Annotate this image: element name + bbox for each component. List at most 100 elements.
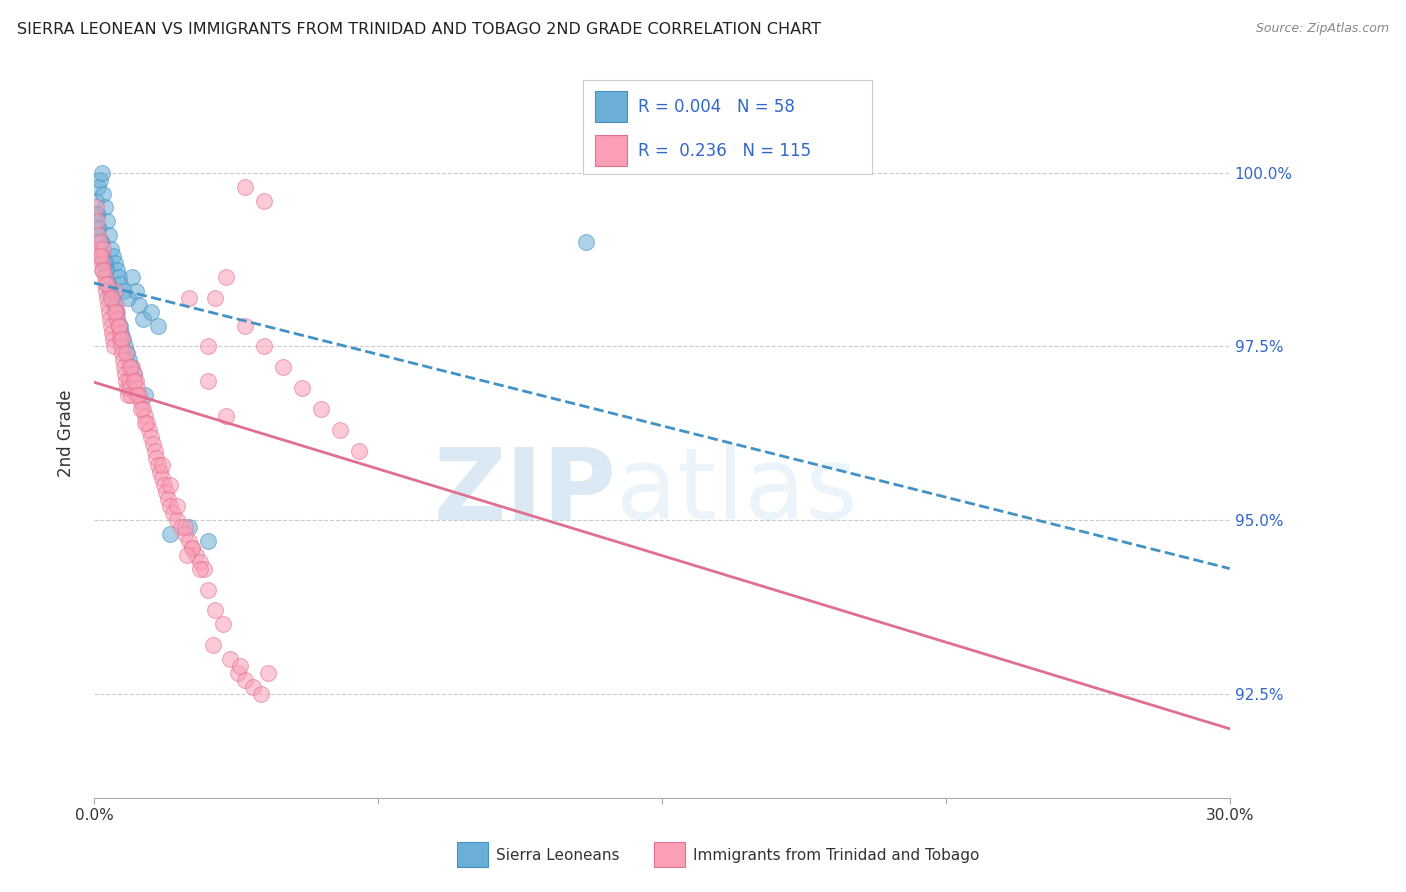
Point [94, 263, 117, 277]
Point [96, 291, 118, 305]
Point [96, 277, 118, 291]
Text: ZIP: ZIP [433, 443, 616, 541]
Point [105, 263, 128, 277]
FancyBboxPatch shape [595, 91, 627, 122]
Point [98, 311, 121, 326]
Point [98, 304, 121, 318]
Point [114, 339, 136, 353]
Point [149, 465, 172, 479]
Point [242, 680, 264, 694]
Point [84, 194, 107, 208]
Point [101, 333, 124, 347]
Point [309, 401, 332, 416]
Point [101, 291, 124, 305]
Point [110, 326, 132, 340]
Point [104, 304, 127, 318]
Point [127, 381, 149, 395]
Point [253, 339, 276, 353]
Point [228, 659, 250, 673]
Point [93, 256, 115, 270]
Point [173, 527, 195, 541]
Point [91, 249, 114, 263]
Point [204, 603, 226, 617]
Point [90, 249, 112, 263]
Point [181, 541, 204, 555]
Point [128, 388, 150, 402]
Point [839, 152, 862, 166]
Point [143, 443, 166, 458]
Point [111, 346, 134, 360]
Point [142, 436, 165, 450]
Point [89, 235, 111, 250]
Point [121, 269, 143, 284]
Point [202, 638, 225, 652]
Point [122, 368, 145, 382]
Point [219, 652, 242, 666]
Point [89, 249, 111, 263]
Point [215, 409, 238, 423]
Point [86, 214, 108, 228]
Point [257, 665, 280, 680]
Point [90, 235, 112, 250]
Point [117, 381, 139, 395]
Point [89, 172, 111, 186]
Point [132, 401, 155, 416]
Point [90, 166, 112, 180]
Point [197, 374, 219, 388]
Point [118, 374, 141, 388]
Point [145, 450, 167, 465]
Point [87, 221, 110, 235]
Point [193, 562, 215, 576]
Point [114, 368, 136, 382]
Point [97, 298, 120, 312]
Point [271, 360, 294, 375]
Point [122, 374, 145, 388]
Point [124, 284, 146, 298]
Point [98, 284, 121, 298]
Point [86, 207, 108, 221]
Point [90, 256, 112, 270]
Point [139, 430, 162, 444]
Point [97, 277, 120, 291]
Point [176, 548, 198, 562]
Point [150, 458, 173, 472]
Point [128, 298, 150, 312]
Point [107, 311, 129, 326]
Point [110, 339, 132, 353]
Point [84, 201, 107, 215]
Point [120, 360, 142, 375]
Point [155, 485, 177, 500]
Point [115, 374, 138, 388]
Point [177, 533, 200, 548]
Point [129, 401, 152, 416]
Point [159, 478, 181, 492]
Point [235, 179, 257, 194]
Point [117, 346, 139, 360]
Point [86, 207, 108, 221]
Point [112, 360, 135, 375]
Point [101, 249, 124, 263]
Text: Source: ZipAtlas.com: Source: ZipAtlas.com [1256, 22, 1389, 36]
Point [150, 471, 173, 485]
Point [226, 665, 249, 680]
Point [153, 478, 176, 492]
Point [166, 513, 188, 527]
Point [291, 381, 314, 395]
Point [93, 186, 115, 201]
Point [93, 256, 115, 270]
Point [138, 423, 160, 437]
Point [104, 298, 127, 312]
Point [86, 179, 108, 194]
Text: Sierra Leoneans: Sierra Leoneans [496, 848, 620, 863]
Point [117, 388, 139, 402]
Point [94, 284, 117, 298]
Point [91, 249, 114, 263]
Point [101, 326, 124, 340]
Point [96, 214, 118, 228]
Point [100, 318, 122, 333]
Point [103, 298, 125, 312]
Point [93, 263, 115, 277]
Point [103, 339, 125, 353]
Point [118, 353, 141, 368]
Point [122, 368, 145, 382]
